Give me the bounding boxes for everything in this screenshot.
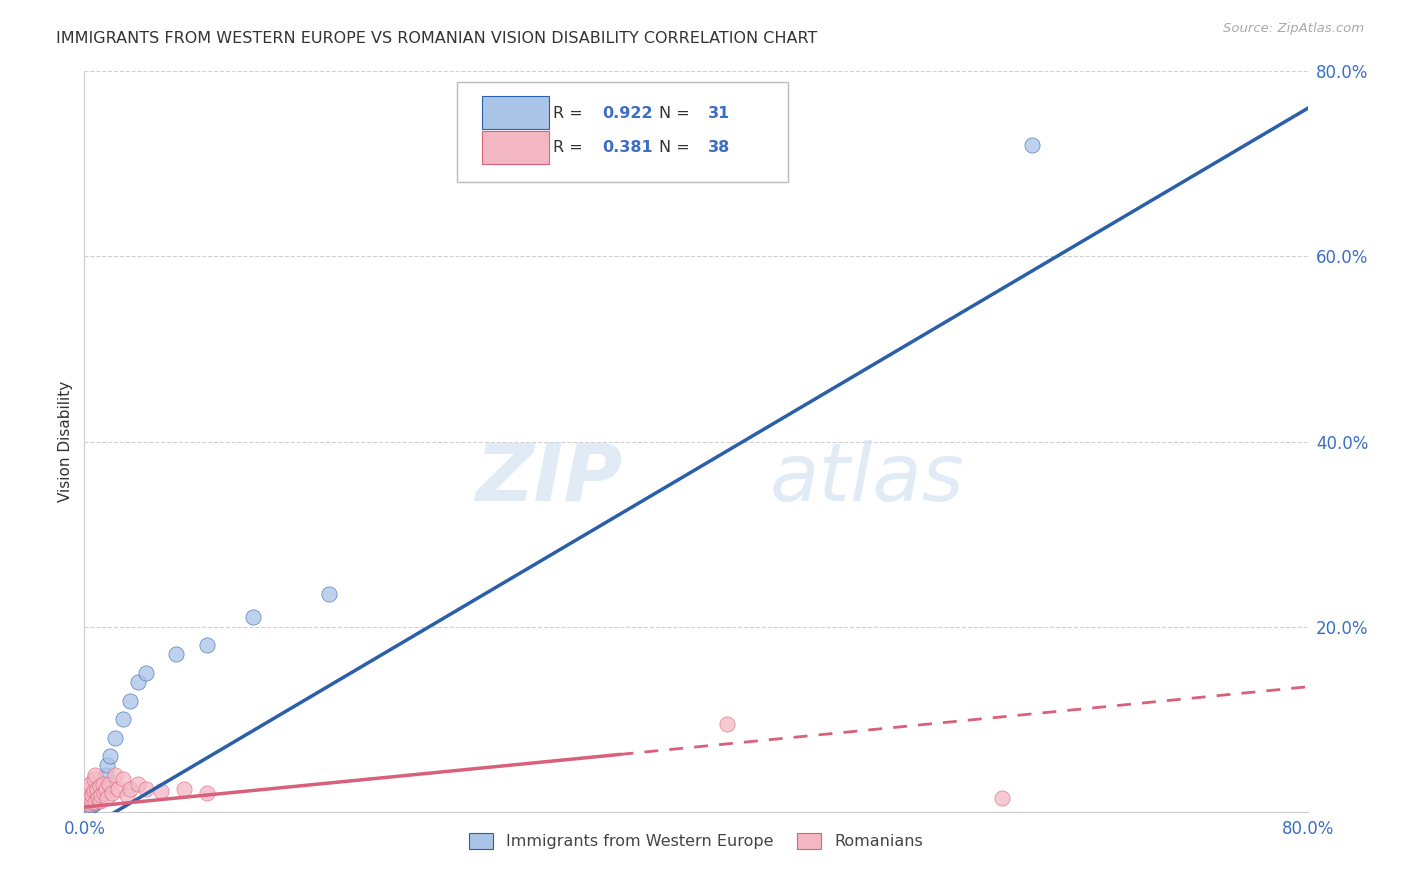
Point bbox=[93, 786, 115, 800]
Point bbox=[80, 788, 103, 802]
Text: R =: R = bbox=[553, 106, 588, 121]
Point bbox=[1021, 138, 1043, 153]
Point bbox=[195, 638, 218, 652]
Point bbox=[79, 796, 101, 810]
Text: atlas: atlas bbox=[769, 440, 965, 517]
Point bbox=[107, 781, 129, 796]
Point bbox=[87, 794, 110, 808]
Point bbox=[127, 675, 149, 690]
Point bbox=[195, 786, 218, 800]
Point bbox=[111, 712, 134, 726]
Y-axis label: Vision Disability: Vision Disability bbox=[58, 381, 73, 502]
Point bbox=[93, 777, 115, 791]
Point bbox=[94, 767, 117, 781]
Point bbox=[90, 786, 112, 800]
Point bbox=[120, 694, 142, 708]
Point bbox=[101, 786, 124, 800]
Point bbox=[84, 796, 107, 810]
Point bbox=[111, 772, 134, 787]
Point bbox=[89, 794, 111, 808]
Point bbox=[89, 779, 111, 793]
FancyBboxPatch shape bbox=[482, 95, 550, 129]
Point bbox=[104, 731, 127, 745]
Point bbox=[77, 797, 100, 812]
Text: R =: R = bbox=[553, 140, 588, 155]
Point bbox=[104, 767, 127, 781]
Point bbox=[242, 610, 264, 624]
Point bbox=[76, 802, 98, 816]
Point bbox=[89, 788, 111, 802]
Point bbox=[98, 749, 121, 764]
Text: N =: N = bbox=[659, 140, 695, 155]
Text: 0.922: 0.922 bbox=[602, 106, 652, 121]
Point bbox=[87, 790, 110, 805]
Point bbox=[115, 788, 138, 802]
Point bbox=[716, 716, 738, 731]
Point bbox=[86, 781, 108, 796]
Point bbox=[96, 758, 118, 772]
Text: IMMIGRANTS FROM WESTERN EUROPE VS ROMANIAN VISION DISABILITY CORRELATION CHART: IMMIGRANTS FROM WESTERN EUROPE VS ROMANI… bbox=[56, 31, 818, 46]
Point bbox=[318, 587, 340, 601]
Point bbox=[83, 772, 105, 787]
Point bbox=[90, 788, 112, 802]
Text: 38: 38 bbox=[709, 140, 731, 155]
Text: 31: 31 bbox=[709, 106, 731, 121]
Point bbox=[77, 800, 100, 814]
Point bbox=[84, 767, 107, 781]
Text: ZIP: ZIP bbox=[475, 440, 623, 517]
Point bbox=[96, 790, 118, 805]
Point bbox=[83, 797, 105, 812]
Point bbox=[79, 777, 101, 791]
Point bbox=[135, 781, 157, 796]
Point bbox=[75, 796, 97, 810]
Point bbox=[76, 799, 98, 814]
Point bbox=[77, 781, 100, 796]
Point bbox=[75, 801, 97, 815]
Point bbox=[149, 784, 172, 798]
Point bbox=[83, 791, 105, 805]
Point bbox=[76, 786, 98, 800]
Point bbox=[76, 794, 98, 808]
Legend: Immigrants from Western Europe, Romanians: Immigrants from Western Europe, Romanian… bbox=[463, 826, 929, 855]
Point bbox=[86, 790, 108, 805]
Point bbox=[173, 781, 195, 796]
Point bbox=[91, 777, 114, 791]
Point bbox=[84, 796, 107, 810]
Point bbox=[97, 777, 120, 791]
Point bbox=[80, 798, 103, 813]
Text: N =: N = bbox=[659, 106, 695, 121]
Point bbox=[77, 797, 100, 812]
Point bbox=[991, 790, 1014, 805]
Point bbox=[80, 796, 103, 810]
Point bbox=[135, 665, 157, 680]
Point bbox=[80, 794, 103, 808]
FancyBboxPatch shape bbox=[457, 82, 787, 183]
Point bbox=[86, 786, 108, 800]
Point bbox=[83, 784, 105, 798]
Text: Source: ZipAtlas.com: Source: ZipAtlas.com bbox=[1223, 22, 1364, 36]
Point bbox=[79, 799, 101, 814]
Text: 0.381: 0.381 bbox=[602, 140, 652, 155]
Point bbox=[75, 790, 97, 805]
Point bbox=[91, 781, 114, 796]
Point bbox=[94, 781, 117, 796]
Point bbox=[127, 777, 149, 791]
FancyBboxPatch shape bbox=[482, 130, 550, 164]
Point bbox=[79, 790, 101, 805]
Point bbox=[165, 648, 187, 662]
Point bbox=[120, 781, 142, 796]
